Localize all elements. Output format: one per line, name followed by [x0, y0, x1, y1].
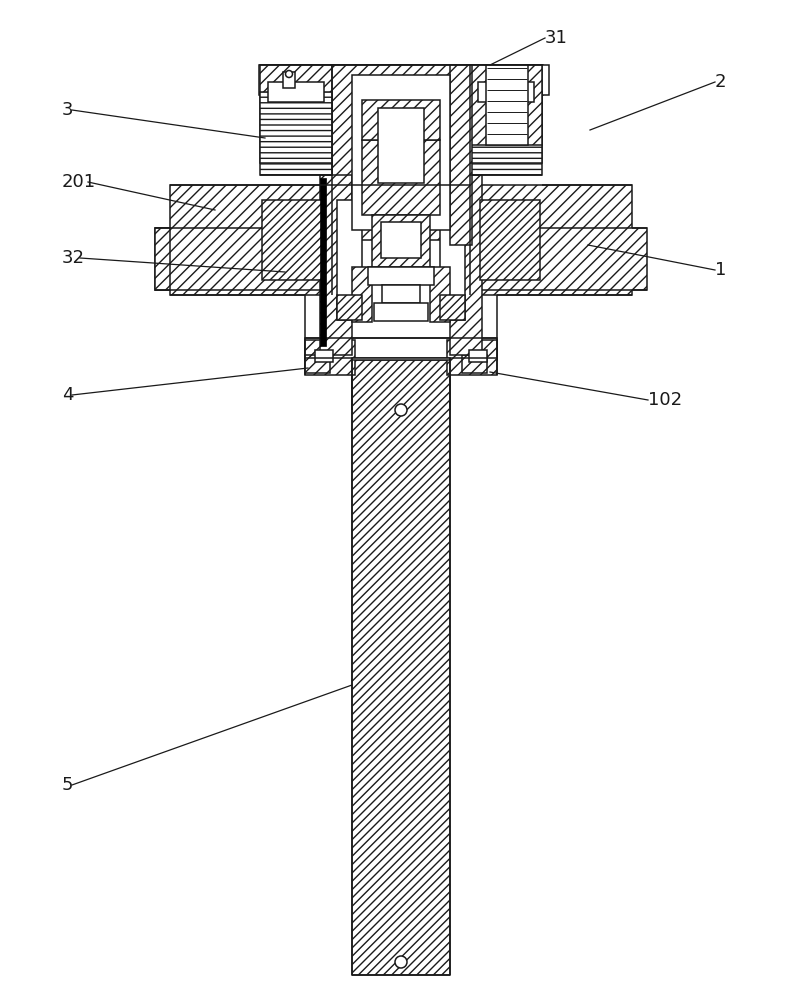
Bar [440, 295, 465, 320]
Circle shape [286, 70, 293, 78]
Text: 2: 2 [715, 73, 727, 91]
Bar [362, 100, 440, 140]
Bar [260, 65, 542, 163]
Bar [315, 350, 333, 362]
Bar [480, 200, 540, 280]
Bar [262, 200, 322, 280]
Bar [305, 340, 355, 375]
Bar [430, 267, 450, 322]
Text: 3: 3 [62, 101, 74, 119]
Bar [362, 140, 440, 215]
Bar [352, 358, 450, 360]
Circle shape [395, 956, 407, 968]
Bar [381, 222, 421, 258]
Text: 102: 102 [648, 391, 683, 409]
Text: 5: 5 [62, 776, 74, 794]
Bar [382, 285, 420, 303]
Text: 31: 31 [545, 29, 568, 47]
Bar [470, 92, 542, 175]
Bar [486, 65, 528, 145]
Bar [337, 200, 362, 320]
Bar [260, 65, 543, 95]
Text: 1: 1 [715, 261, 727, 279]
Bar [305, 338, 497, 360]
Bar [447, 340, 497, 375]
Bar [170, 185, 325, 295]
Bar [450, 175, 482, 355]
Bar [332, 65, 470, 240]
Bar [260, 92, 332, 175]
Bar [259, 65, 549, 95]
Bar [478, 82, 534, 102]
Bar [479, 228, 647, 290]
Bar [469, 350, 487, 362]
Text: 32: 32 [62, 249, 85, 267]
Bar [337, 295, 362, 320]
Bar [378, 108, 424, 183]
Polygon shape [155, 228, 170, 290]
Bar [450, 65, 472, 245]
Bar [283, 72, 295, 88]
Bar [320, 175, 352, 355]
Bar [372, 215, 430, 267]
Text: 4: 4 [62, 386, 74, 404]
Bar [268, 82, 324, 102]
Bar [374, 303, 428, 321]
Bar [352, 75, 450, 230]
Bar [368, 267, 434, 285]
Circle shape [395, 404, 407, 416]
Bar [320, 178, 326, 346]
Bar [440, 200, 465, 320]
Bar [305, 355, 330, 373]
Bar [477, 185, 632, 295]
Bar [352, 358, 450, 975]
Bar [352, 267, 372, 322]
Bar [155, 228, 323, 290]
Text: 201: 201 [62, 173, 96, 191]
Bar [462, 355, 487, 373]
Bar [470, 65, 542, 145]
